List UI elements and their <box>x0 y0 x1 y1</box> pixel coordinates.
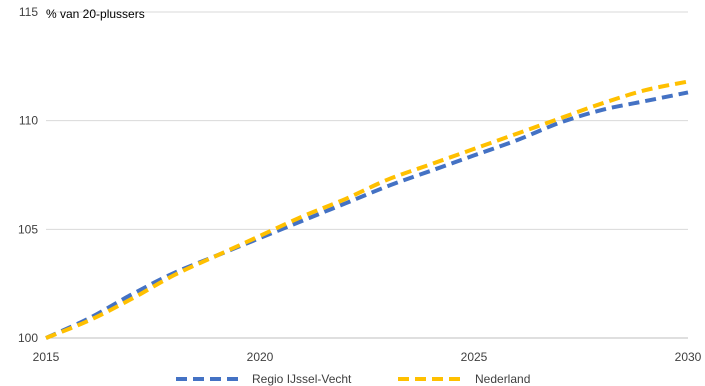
x-tick-labels: 2015 2020 2025 2030 <box>33 350 702 364</box>
x-tick-label: 2015 <box>33 350 60 364</box>
x-tick-label: 2030 <box>675 350 702 364</box>
x-tick-label: 2025 <box>461 350 488 364</box>
y-tick-label: 100 <box>18 331 38 345</box>
series-lines <box>45 79 689 340</box>
legend-label: Nederland <box>475 372 530 386</box>
y-tick-label: 115 <box>19 5 38 19</box>
y-tick-labels: 100 105 110 115 <box>18 5 38 345</box>
series-line-2 <box>45 79 689 340</box>
legend: Regio IJssel-Vecht Nederland <box>176 372 530 386</box>
gridlines <box>46 11 688 230</box>
y-tick-label: 105 <box>18 222 38 236</box>
series-line-1 <box>45 90 689 340</box>
chart-subtitle: % van 20-plussers <box>46 7 145 21</box>
x-tick-label: 2020 <box>247 350 274 364</box>
legend-label: Regio IJssel-Vecht <box>252 372 352 386</box>
y-tick-label: 110 <box>19 114 38 128</box>
